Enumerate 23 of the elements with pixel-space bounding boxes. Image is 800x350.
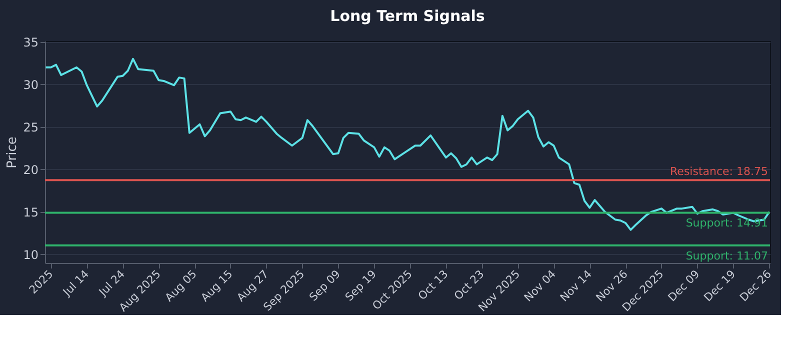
- ref-line-label: Resistance: 18.75: [670, 165, 768, 178]
- y-tick-label: 15: [23, 205, 38, 220]
- x-tick-label: Aug 15: [198, 268, 236, 304]
- x-tick-label: Dec 26: [737, 268, 774, 304]
- chart-title: Long Term Signals: [330, 6, 485, 25]
- x-tick-label: Oct 13: [416, 268, 451, 303]
- x-tick-label: Dec 09: [666, 268, 702, 304]
- y-tick-label: 10: [23, 248, 38, 262]
- y-tick-label: 30: [23, 78, 38, 92]
- y-tick-label: 25: [23, 120, 38, 134]
- y-axis-title: Price: [5, 136, 20, 168]
- x-tick-label: Nov 14: [558, 268, 594, 304]
- x-tick-label: Jul 14: [60, 268, 92, 300]
- y-tick-label: 20: [23, 162, 38, 177]
- x-tick-label: Jul 24: [96, 268, 128, 300]
- ref-line-label: Support: 14.91: [686, 216, 768, 230]
- x-tick-label: Nov 04: [522, 268, 558, 304]
- y-tick-label: 35: [23, 35, 38, 50]
- x-tick-label: Aug 05: [162, 268, 200, 304]
- ref-line-label: Support: 11.07: [686, 249, 768, 262]
- x-tick-label: Dec 19: [701, 268, 738, 304]
- line-series: [44, 58, 770, 231]
- x-tick-label: Sep 09: [306, 268, 343, 304]
